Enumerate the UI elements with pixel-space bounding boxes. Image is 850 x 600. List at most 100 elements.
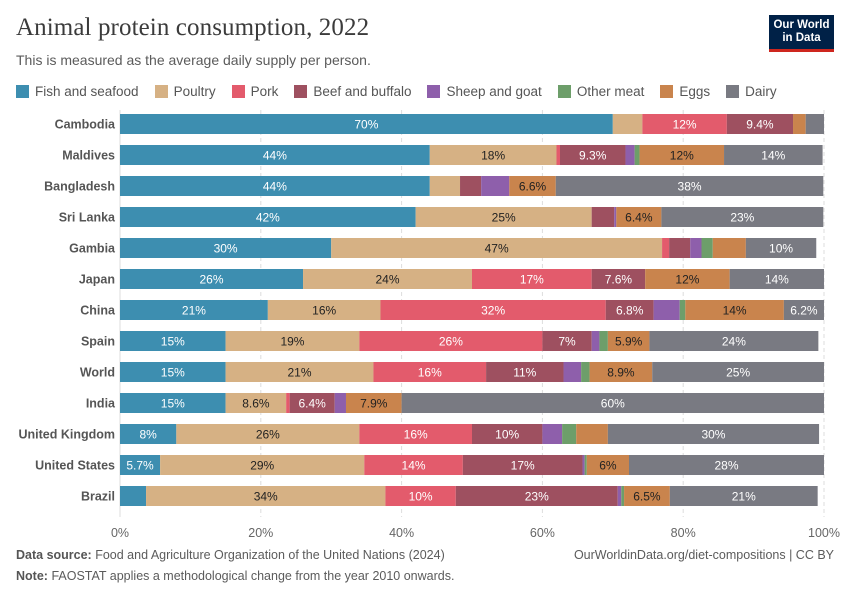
bar-segment bbox=[429, 145, 557, 165]
x-tick-label: 20% bbox=[248, 526, 273, 538]
legend-label: Poultry bbox=[173, 84, 216, 99]
data-label: 28% bbox=[714, 459, 738, 473]
bar-segment bbox=[225, 362, 374, 382]
bar-segment bbox=[607, 331, 650, 351]
x-tick-label: 60% bbox=[530, 526, 555, 538]
bar-segment bbox=[625, 145, 635, 165]
legend-label: Other meat bbox=[576, 84, 645, 99]
data-source: Data source: Food and Agriculture Organi… bbox=[16, 548, 445, 562]
bar-segment bbox=[591, 331, 600, 351]
data-label: 14% bbox=[761, 149, 785, 163]
data-label: 32% bbox=[481, 304, 505, 318]
category-label: Maldives bbox=[62, 149, 115, 163]
data-label: 47% bbox=[485, 242, 509, 256]
bar-segment bbox=[120, 145, 430, 165]
bar-segment bbox=[653, 300, 680, 320]
bar-segment bbox=[542, 331, 592, 351]
data-label: 26% bbox=[200, 273, 224, 287]
bar-segment bbox=[460, 176, 482, 196]
bar-segment bbox=[582, 455, 585, 475]
bar-segment bbox=[120, 114, 613, 134]
bar-segment bbox=[176, 424, 360, 444]
data-label: 25% bbox=[492, 211, 516, 225]
data-label: 9.3% bbox=[579, 149, 607, 163]
owid-logo[interactable]: Our World in Data bbox=[769, 15, 834, 52]
legend-swatch bbox=[726, 85, 740, 98]
data-label: 21% bbox=[732, 490, 756, 504]
category-label: Gambia bbox=[69, 242, 116, 256]
chart-note: Note: FAOSTAT applies a methodological c… bbox=[16, 569, 454, 583]
bar-segment bbox=[724, 145, 823, 165]
legend-swatch bbox=[294, 85, 308, 98]
data-source-text: Food and Agriculture Organization of the… bbox=[95, 548, 445, 562]
x-tick-label: 40% bbox=[389, 526, 414, 538]
category-label: China bbox=[80, 304, 116, 318]
bar-segment bbox=[584, 455, 587, 475]
bar-segment bbox=[334, 393, 346, 413]
legend-item[interactable]: Sheep and goat bbox=[427, 84, 542, 99]
legend-label: Eggs bbox=[679, 84, 711, 99]
data-label: 26% bbox=[256, 428, 280, 442]
bar-segment bbox=[652, 362, 824, 382]
legend-swatch bbox=[427, 85, 441, 98]
bar-segment bbox=[621, 486, 625, 506]
data-label: 44% bbox=[263, 180, 287, 194]
data-label: 6% bbox=[599, 459, 617, 473]
category-label: World bbox=[80, 366, 115, 380]
bar-segment bbox=[120, 393, 226, 413]
bar-segment bbox=[120, 300, 268, 320]
data-label: 70% bbox=[354, 118, 378, 132]
data-source-label: Data source: bbox=[16, 548, 92, 562]
legend-item[interactable]: Fish and seafood bbox=[16, 84, 139, 99]
data-label: 14% bbox=[723, 304, 747, 318]
data-label: 29% bbox=[250, 459, 274, 473]
data-label: 21% bbox=[182, 304, 206, 318]
chart-title: Animal protein consumption, 2022 bbox=[16, 14, 370, 41]
data-label: 7% bbox=[558, 335, 576, 349]
bar-segment bbox=[120, 269, 304, 289]
data-label: 17% bbox=[520, 273, 544, 287]
bar-segment bbox=[745, 238, 817, 258]
data-label: 17% bbox=[511, 459, 535, 473]
data-label: 25% bbox=[726, 366, 750, 380]
data-label: 10% bbox=[409, 490, 433, 504]
data-label: 44% bbox=[263, 149, 287, 163]
bar-segment bbox=[359, 424, 472, 444]
data-label: 10% bbox=[495, 428, 519, 442]
data-label: 21% bbox=[288, 366, 312, 380]
data-label: 30% bbox=[214, 242, 238, 256]
bar-segment bbox=[267, 300, 381, 320]
data-label: 6.8% bbox=[616, 304, 644, 318]
category-label: Japan bbox=[79, 273, 115, 287]
data-label: 30% bbox=[701, 428, 725, 442]
legend-item[interactable]: Poultry bbox=[154, 84, 216, 99]
bar-segment bbox=[415, 207, 592, 227]
bar-segment bbox=[146, 486, 386, 506]
bar-segment bbox=[628, 455, 824, 475]
bar-segment bbox=[591, 207, 615, 227]
data-label: 9.4% bbox=[746, 118, 774, 132]
data-label: 60% bbox=[601, 397, 625, 411]
legend-item[interactable]: Beef and buffalo bbox=[294, 84, 411, 99]
bar-segment bbox=[462, 455, 583, 475]
bar-segment bbox=[662, 238, 670, 258]
legend-swatch bbox=[16, 85, 29, 98]
legend-item[interactable]: Pork bbox=[231, 84, 278, 99]
legend-item[interactable]: Eggs bbox=[660, 84, 710, 99]
legend-item[interactable]: Other meat bbox=[557, 84, 645, 99]
bar-segment bbox=[712, 238, 746, 258]
data-label: 6.6% bbox=[519, 180, 547, 194]
source-link[interactable]: OurWorldinData.org/diet-compositions | C… bbox=[573, 548, 834, 562]
data-label: 23% bbox=[730, 211, 754, 225]
category-label: United States bbox=[35, 459, 115, 473]
bar-segment bbox=[616, 207, 662, 227]
data-label: 12% bbox=[675, 273, 699, 287]
bar-segment bbox=[726, 114, 794, 134]
bar-segment bbox=[542, 424, 563, 444]
bar-segment bbox=[120, 424, 177, 444]
bar-segment bbox=[729, 269, 824, 289]
data-label: 11% bbox=[513, 366, 536, 380]
bar-segment bbox=[669, 486, 818, 506]
legend-item[interactable]: Dairy bbox=[726, 84, 777, 99]
data-label: 14% bbox=[765, 273, 789, 287]
